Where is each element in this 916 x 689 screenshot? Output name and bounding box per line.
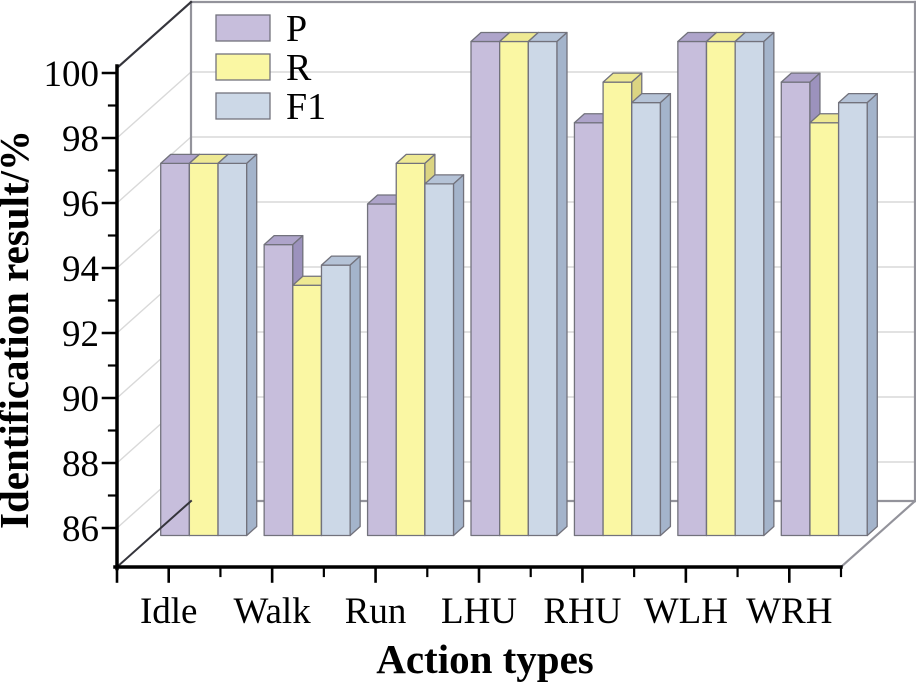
- x-tick-label-RHU: RHU: [543, 591, 621, 632]
- legend-label-F1: F1: [286, 86, 326, 128]
- y-tick-label-100: 100: [44, 54, 100, 95]
- y-tick-label-88: 88: [62, 444, 99, 485]
- bar-group-Idle: [160, 153, 258, 537]
- bar-front-face: [160, 162, 191, 537]
- bar-front-face: [395, 162, 426, 537]
- legend-swatch-F1: [215, 92, 271, 120]
- bar-WRH-F1: [837, 92, 878, 537]
- bar-front-face: [837, 101, 868, 537]
- bar-group-Run: [366, 153, 465, 537]
- x-tick-label-Idle: Idle: [140, 591, 198, 632]
- legend-label-P: P: [286, 8, 307, 50]
- legend-item-R: R: [215, 47, 312, 89]
- bar-group-RHU: [573, 72, 672, 537]
- bar-side-face: [659, 92, 672, 537]
- x-tick-label-LHU: LHU: [441, 591, 517, 632]
- bar-side-face: [556, 31, 568, 537]
- left-wall-gridline-96: [116, 136, 192, 204]
- bar-LHU-F1: [527, 31, 568, 537]
- bar-front-face: [217, 162, 248, 537]
- bar-group-Walk: [263, 234, 361, 537]
- bar-side-face: [452, 174, 465, 537]
- y-tick-label-98: 98: [62, 119, 99, 160]
- x-tick-label-WRH: WRH: [746, 591, 832, 632]
- y-tick-label-92: 92: [62, 314, 99, 355]
- bar-WLH-F1: [734, 31, 775, 537]
- bar-front-face: [188, 162, 219, 537]
- bar-front-face: [809, 122, 840, 537]
- bar-front-face: [677, 40, 708, 537]
- bar-front-face: [780, 81, 811, 537]
- legend-item-F1: F1: [215, 86, 326, 128]
- legend-label-R: R: [286, 47, 312, 89]
- bar-Run-F1: [424, 174, 465, 537]
- bar-front-face: [263, 243, 294, 537]
- bar-RHU-F1: [631, 92, 672, 537]
- y-tick-label-86: 86: [62, 509, 99, 550]
- bar-side-face: [866, 92, 878, 537]
- legend-swatch-R: [215, 53, 271, 81]
- bar-front-face: [631, 101, 662, 537]
- y-tick-label-90: 90: [62, 379, 99, 420]
- bar-front-face: [734, 40, 765, 537]
- bar-front-face: [320, 264, 351, 537]
- frame-floor-right-edge: [839, 499, 916, 569]
- y-axis-title: Identification result/%: [0, 130, 37, 529]
- bar-front-face: [573, 122, 604, 537]
- x-axis-ticks: Idle Walk Run LHU RHU WLH WRH: [115, 565, 843, 632]
- x-tick-label-Walk: Walk: [234, 591, 312, 632]
- bar-side-face: [349, 255, 361, 537]
- x-axis-title: Action types: [376, 636, 594, 682]
- bar-Idle-F1: [217, 153, 258, 537]
- left-wall-gridline-98: [116, 71, 192, 139]
- bar-side-face: [763, 31, 775, 537]
- bar-group-LHU: [470, 31, 568, 537]
- bar-group-WRH: [780, 72, 878, 537]
- bar-front-face: [292, 284, 323, 537]
- x-tick-label-Run: Run: [345, 591, 407, 632]
- legend-item-P: P: [215, 8, 307, 50]
- bar-front-face: [602, 81, 633, 537]
- top-left-depth-edge: [115, 0, 193, 70]
- bar-group-WLH: [677, 31, 775, 537]
- y-tick-label-94: 94: [62, 249, 99, 290]
- bottom-left-depth-edge: [115, 499, 193, 569]
- bar-front-face: [705, 40, 736, 537]
- bars: [160, 31, 878, 537]
- bar-front-face: [499, 40, 529, 537]
- bar-side-face: [246, 153, 258, 537]
- bar-front-face: [366, 203, 397, 537]
- bar-front-face: [470, 40, 501, 537]
- x-tick-label-WLH: WLH: [644, 591, 728, 632]
- bar-front-face: [527, 40, 558, 537]
- y-axis-ticks: 86 88 90 92 94 96 98 100: [44, 54, 119, 550]
- bar-front-face: [424, 183, 455, 537]
- legend-swatch-P: [215, 14, 271, 42]
- y-tick-label-96: 96: [62, 184, 99, 225]
- bar-Walk-F1: [320, 255, 361, 537]
